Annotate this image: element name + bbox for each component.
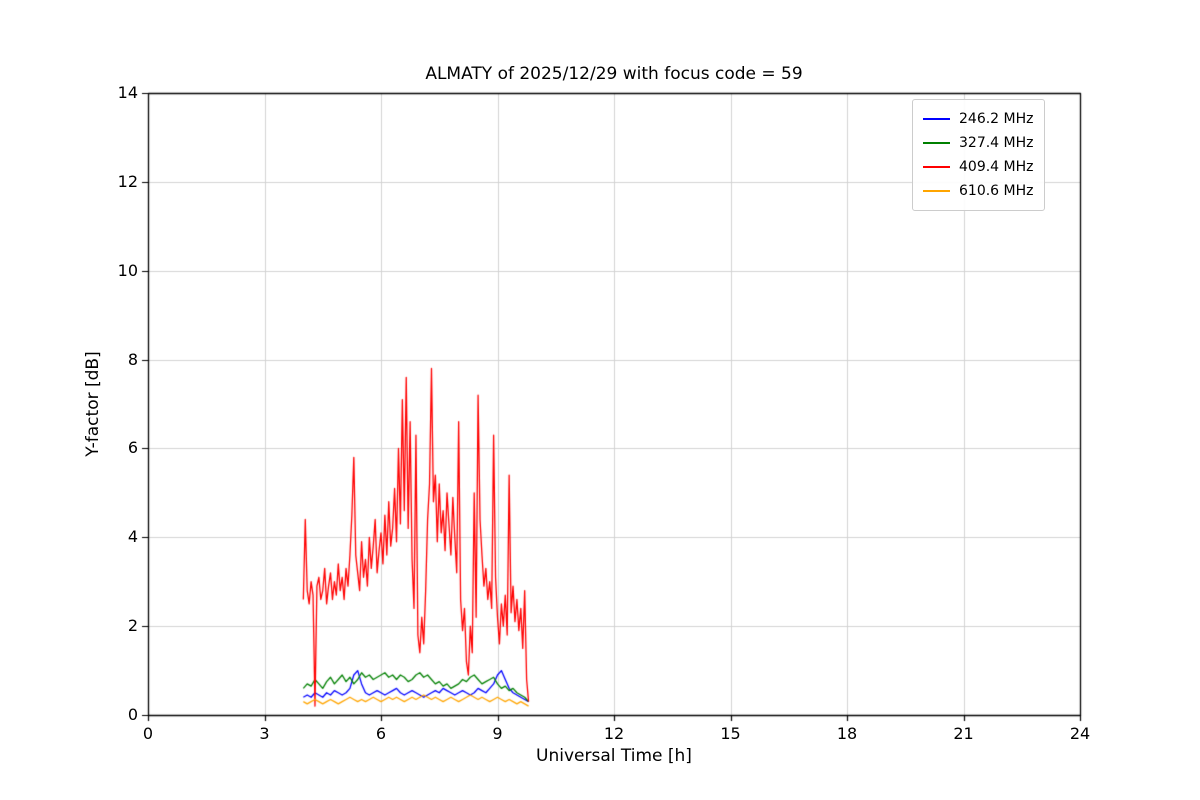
x-tick-label: 0 bbox=[142, 724, 154, 743]
legend-label: 327.4 MHz bbox=[959, 135, 1034, 151]
legend-item: 610.6 MHz bbox=[923, 179, 1033, 203]
y-tick-label: 4 bbox=[127, 527, 138, 547]
legend-item: 246.2 MHz bbox=[923, 107, 1033, 131]
x-axis-label: Universal Time [h] bbox=[536, 746, 692, 766]
y-tick-label: 8 bbox=[127, 349, 138, 369]
legend-line-swatch bbox=[923, 166, 950, 168]
legend-label: 246.2 MHz bbox=[959, 111, 1034, 127]
x-tick-label: 9 bbox=[492, 724, 503, 743]
legend-label: 610.6 MHz bbox=[959, 183, 1034, 199]
y-tick-label: 0 bbox=[127, 705, 138, 724]
y-tick-label: 14 bbox=[117, 83, 138, 102]
x-tick-label: 21 bbox=[953, 724, 974, 743]
y-tick-label: 12 bbox=[117, 171, 138, 191]
y-tick-label: 10 bbox=[117, 260, 138, 280]
y-tick-label: 6 bbox=[127, 438, 138, 458]
x-tick-label: 3 bbox=[259, 724, 270, 743]
x-tick-label: 24 bbox=[1069, 724, 1091, 743]
legend-line-swatch bbox=[923, 118, 950, 120]
legend: 246.2 MHz 327.4 MHz 409.4 MHz 610.6 MHz bbox=[912, 99, 1046, 211]
x-tick-label: 12 bbox=[603, 724, 625, 743]
chart-title: ALMATY of 2025/12/29 with focus code = 5… bbox=[425, 64, 803, 84]
legend-label: 409.4 MHz bbox=[959, 159, 1034, 175]
legend-line-swatch bbox=[923, 190, 950, 192]
y-tick-label: 2 bbox=[127, 616, 138, 636]
x-tick-label: 6 bbox=[375, 724, 387, 743]
legend-item: 409.4 MHz bbox=[923, 155, 1033, 179]
x-tick-label: 18 bbox=[836, 724, 858, 743]
legend-item: 327.4 MHz bbox=[923, 131, 1033, 155]
legend-line-swatch bbox=[923, 142, 950, 144]
x-tick-label: 15 bbox=[720, 724, 741, 743]
